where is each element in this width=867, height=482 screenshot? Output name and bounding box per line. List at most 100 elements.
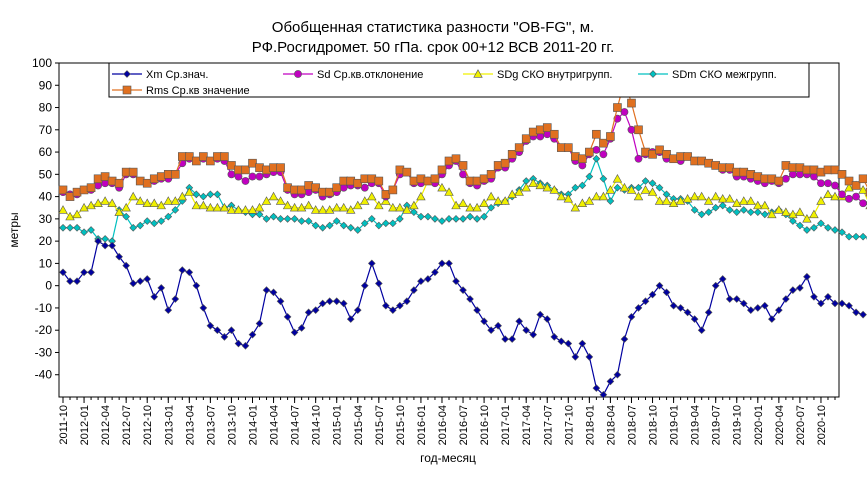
data-point [500, 196, 510, 205]
data-point [831, 181, 839, 190]
data-point [445, 259, 453, 268]
data-point [690, 315, 699, 323]
data-point [480, 212, 488, 221]
data-point [852, 232, 860, 241]
x-tick-label: 2020-10 [816, 405, 828, 445]
data-point [838, 190, 846, 199]
data-point [655, 145, 664, 155]
data-point [360, 219, 369, 228]
data-point [802, 214, 812, 223]
data-point [339, 299, 348, 308]
data-point [122, 261, 130, 270]
data-point [810, 223, 818, 232]
data-point [487, 203, 495, 212]
data-point [276, 163, 285, 172]
data-point [578, 181, 587, 190]
data-point [564, 339, 573, 348]
data-point [382, 301, 390, 310]
data-point [626, 185, 637, 194]
data-point [268, 191, 279, 201]
data-point [297, 217, 306, 225]
data-point [367, 215, 376, 223]
data-point [571, 353, 580, 361]
data-point [431, 215, 439, 223]
data-point [690, 206, 699, 214]
data-point [648, 149, 657, 159]
data-point [725, 295, 734, 303]
data-point [824, 223, 832, 232]
data-point [227, 326, 236, 335]
data-point [283, 313, 292, 321]
data-point [466, 295, 474, 303]
data-point [696, 191, 707, 201]
data-point [452, 277, 460, 286]
chart-title-line-2: РФ.Росгидромет. 50 гПа. срок 00+12 ВСВ 2… [252, 39, 614, 56]
data-point [332, 297, 341, 306]
data-point [170, 196, 181, 205]
data-point [809, 209, 819, 219]
data-point [817, 179, 825, 188]
data-point [739, 206, 748, 214]
legend-box [108, 62, 810, 98]
data-point [774, 176, 784, 186]
legend-item-3: SDm СКО межгрупп. [638, 69, 777, 81]
data-point [86, 183, 96, 192]
data-point [304, 217, 313, 225]
data-point [353, 200, 363, 210]
data-point [220, 333, 229, 341]
data-point [59, 223, 67, 232]
data-point [669, 301, 678, 310]
data-point [521, 182, 531, 192]
legend-label: Xm Ср.знач. [146, 69, 208, 81]
data-point [458, 161, 468, 170]
data-point [788, 209, 798, 219]
data-point [711, 203, 720, 212]
data-point [605, 185, 616, 194]
data-point [803, 272, 811, 281]
legend-item-4: Rms Ср.кв значение [112, 85, 250, 97]
data-point [94, 237, 102, 245]
data-point [500, 158, 510, 168]
y-tick-label: 40 [39, 190, 53, 204]
data-point [136, 221, 145, 230]
data-point [121, 202, 131, 212]
data-point [122, 212, 130, 221]
data-point [424, 275, 432, 283]
data-point [487, 326, 495, 335]
data-point [613, 183, 622, 192]
series-3 [59, 154, 867, 245]
data-point [817, 299, 825, 308]
data-point [655, 281, 664, 290]
data-point [164, 306, 173, 314]
data-point [858, 174, 867, 184]
data-point [852, 192, 860, 201]
legend-item-2: SDg СКО внутригрупп. [463, 69, 613, 81]
data-point [838, 228, 846, 237]
data-point [438, 259, 446, 268]
x-tick-label: 2016-04 [437, 405, 449, 445]
data-point [87, 226, 95, 234]
data-point [294, 70, 302, 78]
data-point [796, 221, 804, 230]
data-point [613, 370, 622, 379]
data-point [143, 217, 152, 225]
x-tick-label: 2020-01 [753, 405, 765, 445]
data-point [627, 98, 636, 108]
data-point [255, 172, 264, 181]
data-point [248, 330, 257, 339]
data-point [198, 200, 209, 210]
data-point [276, 297, 285, 306]
data-point [494, 321, 502, 330]
data-point [206, 190, 215, 199]
data-point [557, 337, 566, 346]
data-point [136, 277, 145, 286]
data-point [473, 215, 481, 223]
y-tick-label: 90 [39, 78, 53, 92]
x-tick-label: 2011-10 [58, 405, 70, 445]
data-point [451, 200, 461, 210]
data-point [711, 281, 720, 290]
data-point [185, 268, 194, 277]
data-point [87, 268, 95, 277]
data-point [641, 297, 650, 306]
